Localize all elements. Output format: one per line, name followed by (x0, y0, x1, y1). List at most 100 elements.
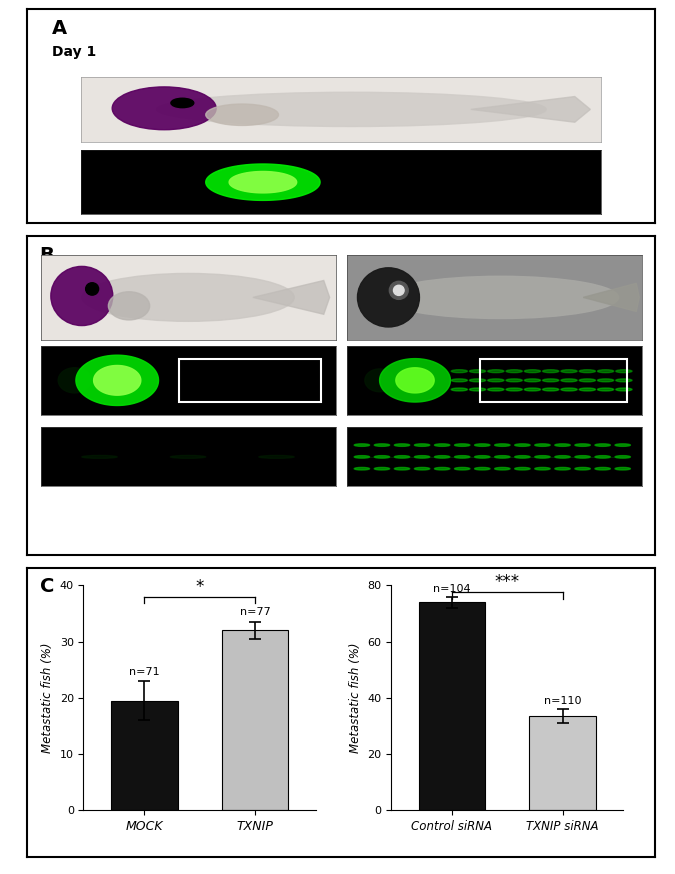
Ellipse shape (435, 468, 450, 470)
Bar (529, 716, 596, 810)
Circle shape (394, 285, 404, 295)
Text: *: * (196, 578, 204, 595)
Circle shape (86, 282, 99, 295)
Ellipse shape (535, 468, 550, 470)
Polygon shape (206, 164, 320, 200)
Ellipse shape (394, 468, 410, 470)
Ellipse shape (375, 455, 389, 458)
Polygon shape (379, 358, 450, 402)
Ellipse shape (561, 370, 577, 372)
Text: n=77: n=77 (240, 607, 270, 617)
Circle shape (58, 368, 90, 393)
Ellipse shape (597, 370, 614, 372)
Polygon shape (253, 281, 329, 315)
Ellipse shape (595, 455, 610, 458)
Ellipse shape (615, 444, 630, 447)
Ellipse shape (475, 444, 490, 447)
Ellipse shape (82, 455, 117, 458)
Ellipse shape (561, 378, 577, 382)
Ellipse shape (451, 378, 467, 382)
Polygon shape (471, 96, 591, 122)
Ellipse shape (82, 274, 294, 322)
Ellipse shape (575, 455, 590, 458)
Ellipse shape (579, 388, 595, 391)
Ellipse shape (543, 388, 559, 391)
Ellipse shape (495, 455, 510, 458)
Ellipse shape (475, 468, 490, 470)
Ellipse shape (454, 455, 470, 458)
Ellipse shape (414, 444, 430, 447)
Ellipse shape (394, 444, 410, 447)
Ellipse shape (354, 444, 370, 447)
Ellipse shape (488, 388, 504, 391)
Ellipse shape (435, 444, 450, 447)
Polygon shape (76, 355, 159, 406)
Ellipse shape (394, 455, 410, 458)
Circle shape (365, 369, 394, 392)
Text: n=71: n=71 (129, 667, 160, 676)
Ellipse shape (506, 370, 522, 372)
Circle shape (389, 281, 408, 300)
Ellipse shape (157, 93, 546, 127)
Ellipse shape (414, 455, 430, 458)
Bar (222, 630, 288, 810)
Ellipse shape (170, 455, 206, 458)
Ellipse shape (451, 370, 467, 372)
Ellipse shape (543, 370, 559, 372)
Text: Metastatic Tumor: Metastatic Tumor (389, 287, 506, 300)
Ellipse shape (555, 455, 570, 458)
Ellipse shape (535, 444, 550, 447)
Ellipse shape (575, 444, 590, 447)
Ellipse shape (469, 388, 486, 391)
Ellipse shape (475, 455, 490, 458)
Text: n=104: n=104 (433, 584, 470, 593)
Polygon shape (583, 283, 639, 311)
Bar (179, 358, 321, 402)
Ellipse shape (524, 370, 541, 372)
Ellipse shape (515, 444, 530, 447)
Ellipse shape (469, 378, 486, 382)
Ellipse shape (555, 444, 570, 447)
Ellipse shape (615, 468, 630, 470)
Ellipse shape (515, 468, 530, 470)
Ellipse shape (597, 378, 614, 382)
Ellipse shape (616, 370, 632, 372)
Polygon shape (229, 171, 297, 193)
Bar (480, 358, 628, 402)
Circle shape (112, 87, 216, 129)
Ellipse shape (488, 378, 504, 382)
Ellipse shape (354, 455, 370, 458)
Ellipse shape (543, 378, 559, 382)
Ellipse shape (206, 104, 279, 126)
Ellipse shape (451, 388, 467, 391)
Ellipse shape (109, 292, 150, 320)
Ellipse shape (575, 468, 590, 470)
Ellipse shape (595, 444, 610, 447)
Ellipse shape (524, 388, 541, 391)
Text: B: B (40, 246, 54, 265)
Ellipse shape (375, 444, 389, 447)
Ellipse shape (488, 370, 504, 372)
Ellipse shape (414, 468, 430, 470)
Text: Day 3: Day 3 (40, 277, 84, 291)
Ellipse shape (595, 468, 610, 470)
Ellipse shape (506, 388, 522, 391)
Ellipse shape (597, 388, 614, 391)
Ellipse shape (515, 455, 530, 458)
Ellipse shape (454, 444, 470, 447)
Polygon shape (396, 368, 434, 393)
Text: Day 1: Day 1 (52, 45, 97, 59)
Bar (111, 701, 178, 810)
Ellipse shape (524, 378, 541, 382)
Text: C: C (40, 577, 54, 596)
Text: A: A (52, 19, 68, 38)
Y-axis label: Metastatic fish (%): Metastatic fish (%) (41, 642, 54, 753)
Text: n=110: n=110 (544, 697, 581, 706)
Ellipse shape (616, 378, 632, 382)
Ellipse shape (375, 468, 389, 470)
Ellipse shape (469, 370, 486, 372)
Circle shape (358, 267, 419, 327)
Ellipse shape (506, 378, 522, 382)
Ellipse shape (495, 444, 510, 447)
Ellipse shape (259, 455, 294, 458)
